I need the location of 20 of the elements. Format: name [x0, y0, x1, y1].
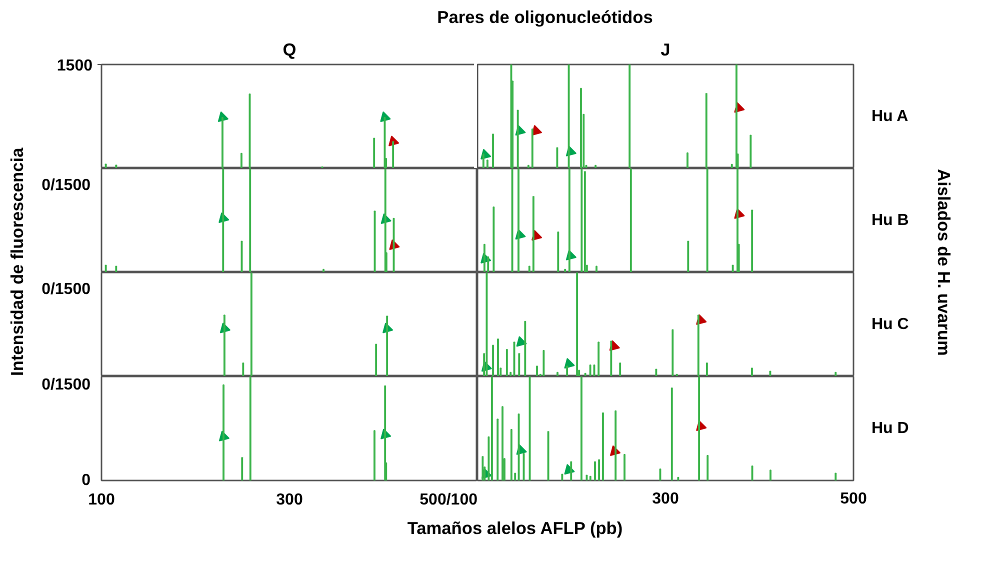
text: 0/1500 [42, 376, 91, 394]
x-tick-label: 300 [276, 492, 303, 508]
x-tick-label: 500 [840, 490, 867, 508]
y2-axis-title: Hu A [872, 108, 909, 125]
chart-title: Q [282, 40, 296, 60]
text: Pares de oligonucleótidos [437, 6, 653, 29]
text: 0/1500 [42, 281, 91, 298]
chart-title: J [660, 40, 670, 60]
y2-axis-title: Hu D [872, 420, 909, 437]
x-axis-title: Tamaños alelos AFLP (pb) [407, 517, 623, 540]
y-tick-label: 1500 [56, 58, 93, 74]
x-tick-label: 300 [652, 490, 679, 508]
text: 0/1500 [42, 177, 91, 194]
x-tick-label: 500/100 [420, 492, 478, 508]
text: Aislados de H. uvarum [933, 168, 955, 356]
y2-axis-title: Hu C [872, 316, 910, 333]
y-axis-title: Intensidad de fluorescencia [6, 148, 28, 376]
x-tick-label: 100 [88, 492, 115, 508]
text: 0 [82, 472, 91, 489]
y2-axis-title: Hu B [872, 212, 909, 229]
